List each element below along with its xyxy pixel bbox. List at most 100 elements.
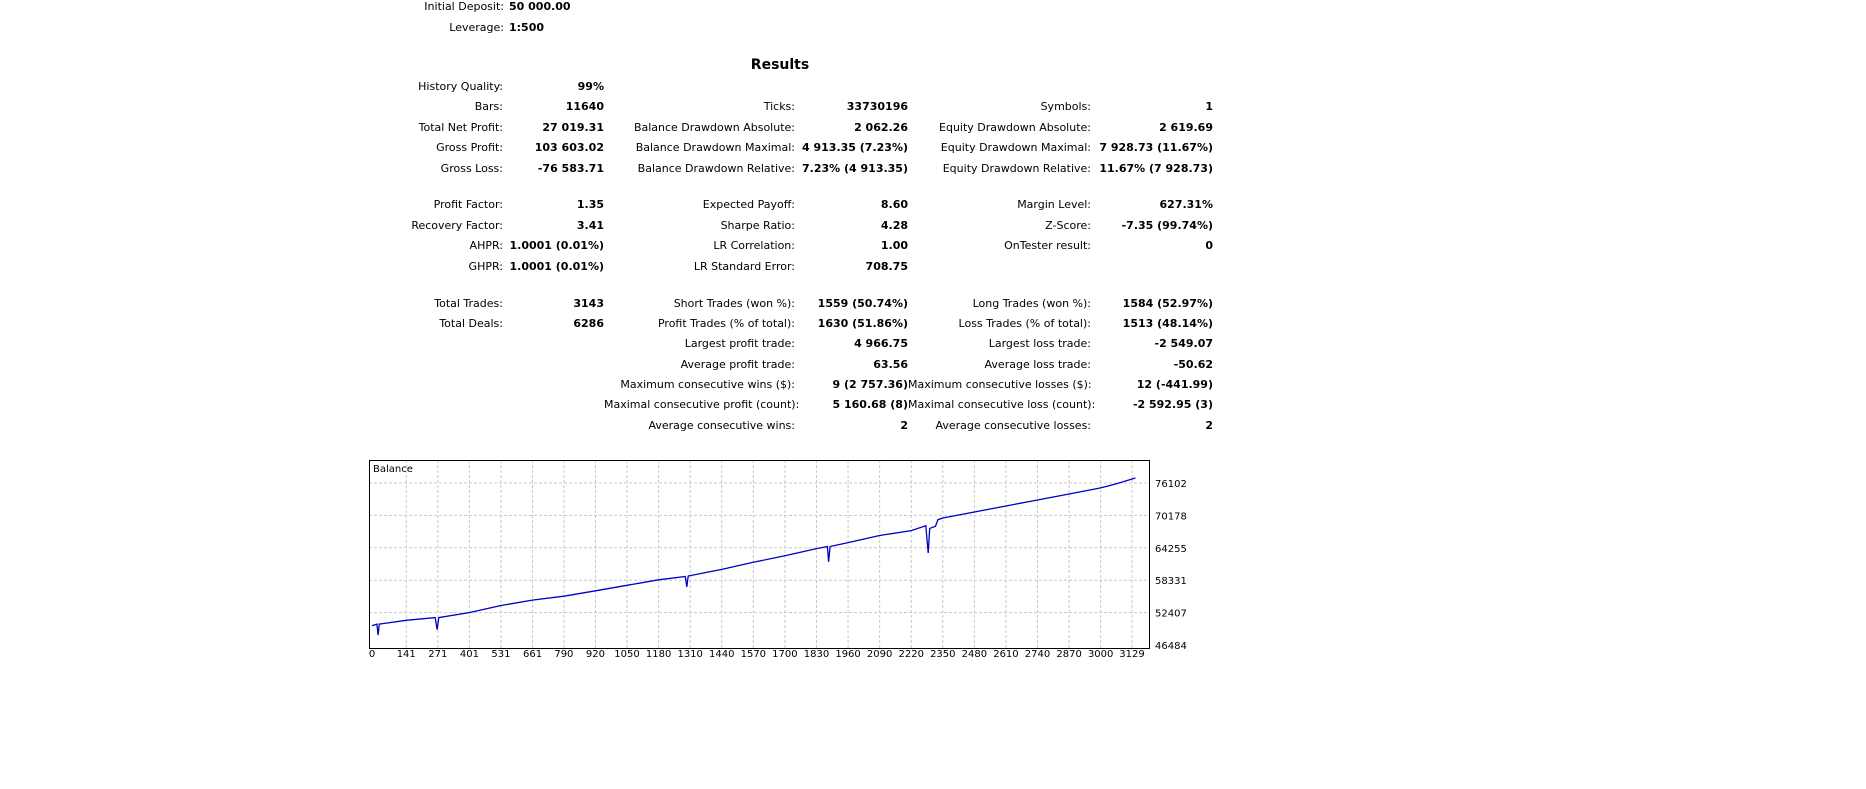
stat-label: AHPR: <box>469 239 503 253</box>
stat-value: 1 <box>1205 100 1213 114</box>
stat-label: Symbols: <box>1040 100 1091 114</box>
stat-label: Gross Loss: <box>440 161 503 175</box>
stats-row: Bars: 11640 Ticks: 33730196 Symbols: 1 <box>380 99 1213 119</box>
stat-value: 8.60 <box>880 198 908 212</box>
stats-row: Largest profit trade: 4 966.75 Largest los… <box>380 336 1213 356</box>
x-tick-label: 141 <box>397 649 416 660</box>
initial-deposit-value: 50 000.00 <box>509 0 571 13</box>
stat-label: Sharpe Ratio: <box>720 218 795 232</box>
stat-label: Z-Score: <box>1045 218 1091 232</box>
stat-value: 9 (2 757.36) <box>832 378 908 392</box>
stat-label: GHPR: <box>468 259 503 273</box>
stat-value: 6286 <box>573 316 604 330</box>
y-tick-label: 76102 <box>1155 479 1187 490</box>
stats-row: AHPR: 1.0001 (0.01%) LR Correlation: 1.00 On… <box>380 238 1213 258</box>
x-tick-label: 790 <box>554 649 573 660</box>
stat-value: 11.67% (7 928.73) <box>1099 161 1213 175</box>
stat-label: Expected Payoff: <box>702 198 795 212</box>
stat-value: 7 928.73 (11.67%) <box>1099 141 1213 155</box>
stats-row: Total Trades: 3143 Short Trades (won %): 15… <box>380 296 1213 316</box>
initial-deposit-row: Initial Deposit: 50 000.00 <box>380 0 680 16</box>
stat-label: Average profit trade: <box>680 357 795 371</box>
stat-value: 0 <box>1205 239 1213 253</box>
stats-row: Total Deals: 6286 Profit Trades (% of tota… <box>380 316 1213 336</box>
stat-label: Profit Trades (% of total): <box>657 316 795 330</box>
stat-value: 4 966.75 <box>854 337 908 351</box>
stat-label: Largest profit trade: <box>684 337 795 351</box>
stats-row: GHPR: 1.0001 (0.01%) LR Standard Error: 708… <box>380 259 1213 279</box>
stat-value: 1.00 <box>880 239 908 253</box>
leverage-label: Leverage: <box>449 21 504 34</box>
stat-label: Balance Drawdown Absolute: <box>633 120 795 134</box>
stats-row: Gross Loss: -76 583.71 Balance Drawdown Re… <box>380 161 1213 181</box>
stats-row: Maximal consecutive profit (count): 5 160… <box>380 397 1213 417</box>
stat-label: Long Trades (won %): <box>972 296 1091 310</box>
stat-label: Maximal consecutive profit (count): <box>604 398 800 412</box>
results-title: Results <box>750 57 810 73</box>
stat-label: Average loss trade: <box>984 357 1091 371</box>
x-tick-label: 2870 <box>1056 649 1081 660</box>
stat-value: -76 583.71 <box>537 161 604 175</box>
stat-value: 7.23% (4 913.35) <box>802 161 908 175</box>
balance-line <box>371 477 1136 636</box>
stat-value: 2 619.69 <box>1159 120 1213 134</box>
stat-label: Balance Drawdown Maximal: <box>635 141 795 155</box>
y-tick-label: 64255 <box>1155 544 1187 555</box>
leverage-row: Leverage: 1:500 <box>380 21 680 37</box>
stat-label: Short Trades (won %): <box>673 296 795 310</box>
x-tick-label: 2480 <box>962 649 987 660</box>
stat-label: Equity Drawdown Maximal: <box>940 141 1091 155</box>
stat-value: 5 160.68 (8) <box>832 398 908 412</box>
stat-label: Bars: <box>474 100 503 114</box>
stats-row: Average profit trade: 63.56 Average loss t… <box>380 357 1213 377</box>
stat-value: 627.31% <box>1159 198 1213 212</box>
x-tick-label: 2090 <box>867 649 892 660</box>
stat-value: 12 (-441.99) <box>1136 378 1213 392</box>
stat-label: Total Net Profit: <box>418 120 503 134</box>
y-tick-label: 52407 <box>1155 609 1187 620</box>
x-tick-label: 3000 <box>1088 649 1113 660</box>
initial-deposit-label: Initial Deposit: <box>424 0 504 13</box>
stats-row: Total Net Profit: 27 019.31 Balance Drawdo… <box>380 120 1213 140</box>
x-tick-label: 1700 <box>772 649 797 660</box>
stat-value: 4.28 <box>880 218 908 232</box>
stat-value: 1513 (48.14%) <box>1122 316 1213 330</box>
x-tick-label: 1310 <box>677 649 702 660</box>
leverage-value: 1:500 <box>509 21 545 34</box>
stat-value: 103 603.02 <box>534 141 604 155</box>
stat-value: 63.56 <box>873 357 908 371</box>
plot-area <box>369 460 1149 648</box>
x-tick-label: 1050 <box>614 649 639 660</box>
x-tick-label: 3129 <box>1119 649 1144 660</box>
stat-label: Ticks: <box>763 100 795 114</box>
stat-value: 2 <box>1205 418 1213 432</box>
x-tick-label: 2610 <box>993 649 1018 660</box>
y-tick-label: 58331 <box>1155 576 1187 587</box>
stat-value: 708.75 <box>865 259 908 273</box>
y-tick-label: 46484 <box>1155 641 1187 652</box>
chart-title: Balance <box>373 464 413 475</box>
stat-label: Maximum consecutive losses ($): <box>908 378 1092 392</box>
results-stats-table: History Quality: 99% Bars: 11640 Ticks: 33730… <box>380 79 1213 438</box>
stat-label: LR Standard Error: <box>693 259 795 273</box>
stat-value: 99% <box>577 80 604 93</box>
stat-label: Recovery Factor: <box>411 218 503 232</box>
stat-label: LR Correlation: <box>713 239 795 253</box>
stat-label: Loss Trades (% of total): <box>958 316 1091 330</box>
stat-value: 2 062.26 <box>854 120 908 134</box>
x-tick-label: 1830 <box>804 649 829 660</box>
stat-value: 3.41 <box>576 218 604 232</box>
x-tick-label: 2220 <box>898 649 923 660</box>
stat-value: -50.62 <box>1173 357 1213 371</box>
x-tick-label: 1570 <box>741 649 766 660</box>
stats-row: Gross Profit: 103 603.02 Balance Drawdown … <box>380 140 1213 160</box>
stat-label: Profit Factor: <box>433 198 503 212</box>
stat-value: -2 549.07 <box>1154 337 1214 351</box>
stat-value: 33730196 <box>846 100 908 114</box>
stat-label: OnTester result: <box>1004 239 1091 253</box>
stats-row: Maximum consecutive wins ($): 9 (2 757.36… <box>380 377 1213 397</box>
stat-value: -2 592.95 (3) <box>1132 398 1213 412</box>
stat-label: Balance Drawdown Relative: <box>637 161 795 175</box>
x-tick-label: 920 <box>586 649 605 660</box>
x-tick-label: 1440 <box>709 649 734 660</box>
